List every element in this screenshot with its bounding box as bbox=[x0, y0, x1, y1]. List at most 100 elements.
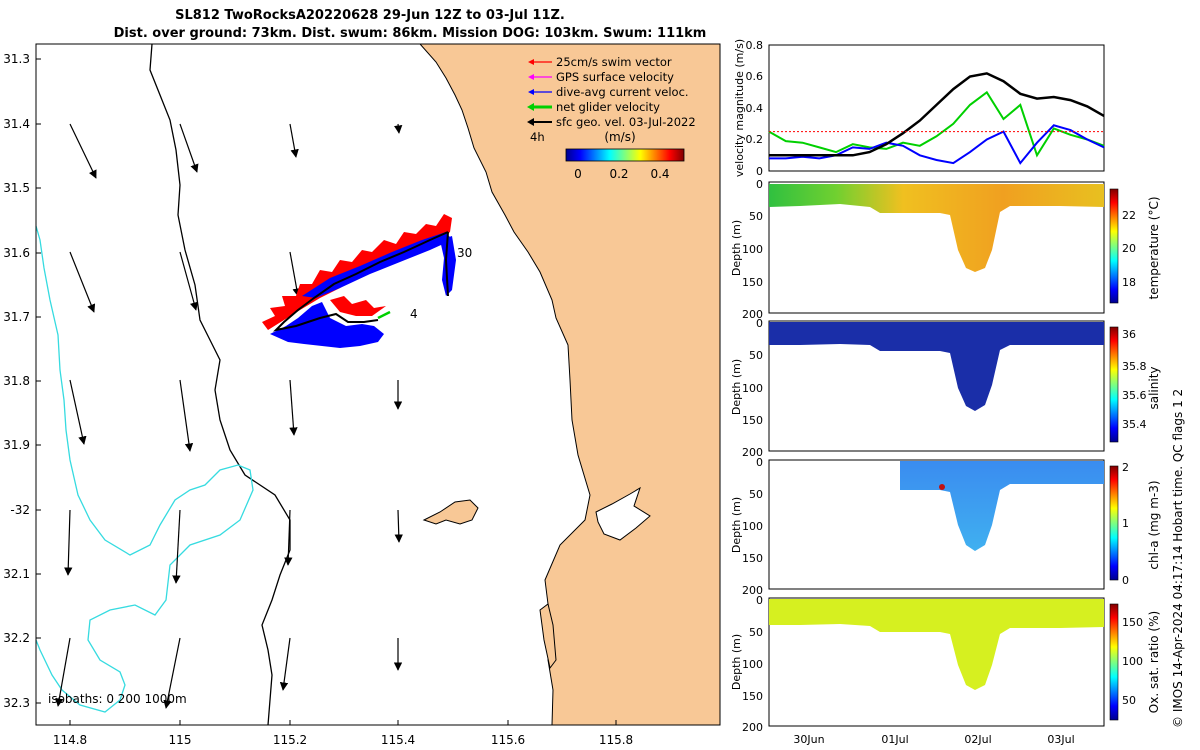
salinity-panel: 0 50 100 150 200 Depth (m) 35.4 35.6 35.… bbox=[730, 317, 1161, 459]
depth-tick: 150 bbox=[742, 552, 763, 565]
y-tick-label: 32.3 bbox=[3, 696, 30, 710]
current-vectors bbox=[270, 302, 384, 348]
salinity-section bbox=[769, 322, 1104, 411]
island-south bbox=[539, 603, 557, 670]
legend-swim-vector: 25cm/s swim vector bbox=[556, 55, 672, 69]
geo-arrow bbox=[289, 123, 299, 158]
land-mass bbox=[418, 43, 721, 726]
chla-high-point bbox=[939, 484, 945, 490]
legend-sfc-geo-vel: sfc geo. vel. 03-Jul-2022 bbox=[556, 115, 696, 129]
depth-tick: 200 bbox=[742, 721, 763, 734]
geo-arrow bbox=[179, 251, 199, 311]
map-y-axis: 31.3 31.4 31.5 31.6 31.7 31.8 31.9 -32 3… bbox=[3, 52, 30, 710]
time-tick: 02Jul bbox=[964, 733, 991, 746]
vel-y-tick: 0.6 bbox=[746, 70, 764, 83]
time-tick: 03Jul bbox=[1047, 733, 1074, 746]
isobath-200m bbox=[149, 43, 291, 726]
sal-cbar-tick: 35.8 bbox=[1122, 360, 1147, 373]
depth-tick: 50 bbox=[749, 210, 763, 223]
depth-tick: 50 bbox=[749, 626, 763, 639]
track-label-4: 4 bbox=[410, 307, 418, 321]
imos-credit: © IMOS 14-Apr-2024 04:17:14 Hobart time.… bbox=[1171, 388, 1185, 728]
map-x-axis: 114.8 115 115.2 115.4 115.6 115.8 bbox=[53, 733, 633, 747]
island bbox=[422, 499, 479, 525]
x-tick-label: 114.8 bbox=[53, 733, 87, 747]
ox-cbar-tick: 100 bbox=[1122, 655, 1143, 668]
map-panel: 30 4 31.3 31.4 31.5 31.6 31.7 31.8 31.9 … bbox=[3, 43, 721, 747]
geo-arrow bbox=[179, 123, 199, 173]
chla-panel: 0 50 100 150 200 Depth (m) 0 1 2 chl-a (… bbox=[730, 456, 1161, 597]
geo-arrow bbox=[284, 509, 293, 566]
y-tick-label: 31.7 bbox=[3, 310, 30, 324]
y-tick-label: 32.1 bbox=[3, 567, 30, 581]
depth-ylabel: Depth (m) bbox=[730, 634, 743, 690]
glider-track bbox=[272, 231, 449, 332]
legend-gps-velocity: GPS surface velocity bbox=[556, 70, 674, 84]
oxygen-colorbar bbox=[1109, 603, 1119, 721]
chla-cbar-tick: 2 bbox=[1122, 461, 1129, 474]
chla-colorbar bbox=[1109, 465, 1119, 581]
map-colorbar bbox=[565, 148, 685, 162]
y-tick-label: -32 bbox=[10, 503, 30, 517]
geostrophic-vectors bbox=[55, 123, 403, 709]
geo-arrow bbox=[69, 379, 87, 445]
geo-arrow bbox=[279, 637, 291, 691]
y-tick-label: 31.3 bbox=[3, 52, 30, 66]
track-label-30: 30 bbox=[457, 246, 472, 260]
vel-y-tick: 0 bbox=[756, 165, 763, 178]
depth-tick: 0 bbox=[756, 317, 763, 330]
sal-cbar-tick: 35.6 bbox=[1122, 389, 1147, 402]
time-tick: 30Jun bbox=[793, 733, 824, 746]
velocity-line-sfc bbox=[769, 72, 1105, 157]
velocity-panel: 0 0.2 0.4 0.6 0.8 velocity magnitude (m/… bbox=[733, 39, 1105, 178]
legend-dive-avg-current: dive-avg current veloc. bbox=[556, 85, 689, 99]
y-tick-label: 31.6 bbox=[3, 246, 30, 260]
geo-arrow bbox=[69, 251, 96, 313]
time-tick: 01Jul bbox=[881, 733, 908, 746]
temp-cbar-tick: 22 bbox=[1122, 209, 1136, 222]
geo-arrow bbox=[289, 251, 301, 297]
geo-arrow bbox=[393, 123, 403, 134]
colorbar-tick: 0.2 bbox=[609, 167, 628, 181]
colorbar-title: (m/s) bbox=[604, 130, 635, 144]
x-tick-label: 115.8 bbox=[599, 733, 633, 747]
depth-tick: 150 bbox=[742, 276, 763, 289]
temp-cbar-tick: 20 bbox=[1122, 242, 1136, 255]
chla-cbar-tick: 1 bbox=[1122, 517, 1129, 530]
depth-tick: 100 bbox=[742, 658, 763, 671]
velocity-series bbox=[768, 72, 1105, 165]
chla-label: chl-a (mg m-3) bbox=[1147, 480, 1161, 569]
temp-cbar-tick: 18 bbox=[1122, 276, 1136, 289]
legend-net-glider-velocity: net glider velocity bbox=[556, 100, 660, 114]
geo-arrow bbox=[394, 509, 403, 543]
depth-tick: 50 bbox=[749, 349, 763, 362]
temperature-section bbox=[769, 184, 1104, 272]
depth-tick: 100 bbox=[742, 382, 763, 395]
depth-tick: 200 bbox=[742, 446, 763, 459]
temperature-panel: 0 50 100 150 200 Depth (m) 18 20 22 temp… bbox=[730, 178, 1161, 321]
map-legend: 25cm/s swim vector GPS surface velocity … bbox=[527, 55, 696, 181]
colorbar-tick: 0.4 bbox=[650, 167, 669, 181]
depth-tick: 150 bbox=[742, 414, 763, 427]
geo-arrow bbox=[172, 509, 181, 584]
depth-ylabel: Depth (m) bbox=[730, 497, 743, 553]
ox-cbar-tick: 150 bbox=[1122, 616, 1143, 629]
chart-title-line-1: SL812 TwoRocksA20220628 29-Jun 12Z to 03… bbox=[175, 8, 565, 23]
depth-tick: 100 bbox=[742, 520, 763, 533]
depth-tick: 200 bbox=[742, 308, 763, 321]
geo-arrow bbox=[163, 637, 181, 709]
legend-hours: 4h bbox=[530, 130, 545, 144]
y-tick-label: 31.5 bbox=[3, 181, 30, 195]
velocity-line-diveavg bbox=[769, 124, 1105, 165]
depth-tick: 0 bbox=[756, 456, 763, 469]
geo-arrow bbox=[179, 379, 194, 452]
depth-tick: 0 bbox=[756, 594, 763, 607]
chart-title-line-2: Dist. over ground: 73km. Dist. swum: 86k… bbox=[113, 26, 707, 41]
depth-ylabel: Depth (m) bbox=[730, 359, 743, 415]
time-axis: 30Jun 01Jul 02Jul 03Jul bbox=[793, 733, 1074, 746]
ox-cbar-tick: 50 bbox=[1122, 694, 1136, 707]
x-tick-label: 115.2 bbox=[273, 733, 307, 747]
y-tick-label: 31.8 bbox=[3, 374, 30, 388]
sal-cbar-tick: 36 bbox=[1122, 328, 1136, 341]
